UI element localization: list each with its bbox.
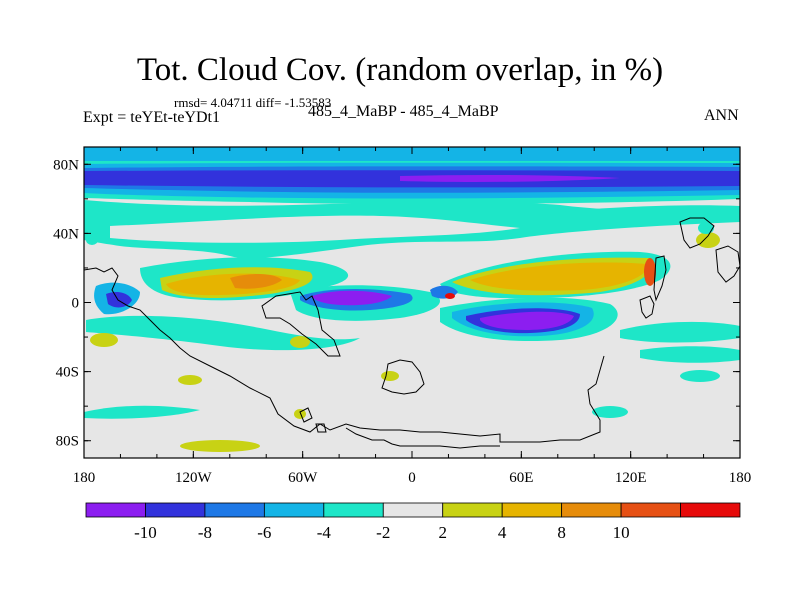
axes: 180 120W 60W 0 60E 120E 180 80N 40N 0 40S 80S	[53, 146, 752, 486]
x-tick-label: 60E	[509, 470, 533, 486]
colorbar-swatch	[85, 502, 146, 518]
island-outline-south-2	[299, 407, 313, 423]
stats-label: rmsd= 4.04711 diff= -1.53583	[174, 95, 332, 110]
patch-teal-ne	[698, 222, 714, 234]
field-layer	[84, 147, 740, 458]
island-outline-east-2	[653, 255, 667, 302]
band-purple-high	[400, 174, 620, 182]
island-outline-east	[639, 295, 655, 319]
colorbar-label: 2	[438, 523, 447, 542]
patch-yellow-ne	[696, 232, 720, 248]
band-teal-south-2	[620, 321, 740, 343]
x-tick-label: 120W	[175, 470, 213, 486]
colorbar-swatch	[680, 502, 741, 518]
patch-yellow-antarctic	[180, 440, 260, 452]
colorbar-label: 4	[498, 523, 507, 542]
colorbar-label: -8	[198, 523, 212, 542]
x-tick-label: 60W	[288, 470, 318, 486]
colorbar-label: -4	[317, 523, 332, 542]
gap-mid-1	[110, 215, 520, 243]
island-outline-far-east	[715, 245, 740, 283]
patch-yellow-small	[294, 409, 306, 419]
colorbar-swatch	[620, 502, 681, 518]
colorbar-label: 10	[613, 523, 630, 542]
chart-title: Tot. Cloud Cov. (random overlap, in %)	[136, 52, 664, 88]
x-tick-label: 180	[729, 470, 752, 486]
colorbar: -10 -8 -6 -4 -2 2 4 8 10	[85, 502, 741, 542]
patch-teal-se	[680, 370, 720, 382]
y-tick-label: 40N	[53, 226, 79, 242]
season-label: ANN	[704, 107, 739, 124]
colorbar-swatch	[501, 502, 563, 518]
band-teal-far-south	[84, 405, 200, 419]
x-tick-label: 180	[73, 470, 96, 486]
trop-purple-atl	[312, 290, 392, 306]
colorbar-label: -10	[134, 523, 157, 542]
island-outline-northeast	[679, 217, 715, 249]
coast-antarctic	[345, 427, 500, 449]
trop-darkorange-pacific	[230, 274, 282, 289]
experiment-label: Expt = teYEt-teYDt1	[83, 109, 220, 126]
colorbar-swatch	[382, 502, 444, 518]
y-tick-label: 40S	[56, 365, 79, 381]
colorbar-label: -2	[376, 523, 390, 542]
patch-blue-wpac	[106, 292, 132, 308]
island-outline-south-3	[315, 423, 327, 433]
band-teal-south-3	[640, 346, 740, 363]
patch-yellow-s3	[178, 375, 202, 385]
y-tick-label: 80S	[56, 434, 79, 450]
band-teal-mid-2	[560, 205, 740, 217]
plot-area	[84, 147, 740, 458]
colorbar-swatch	[561, 502, 622, 518]
patch-yellow-sw	[90, 333, 118, 347]
patch-red-africa	[445, 293, 455, 299]
colorbar-label: 8	[557, 523, 566, 542]
island-outline-south	[381, 359, 425, 395]
colorbar-label: -6	[257, 523, 271, 542]
trop-purple-io	[480, 311, 574, 330]
colorbar-swatch	[323, 502, 384, 518]
trop-orange-indian	[470, 262, 649, 291]
colorbar-swatch	[204, 502, 265, 518]
cases-label: 485_4_MaBP - 485_4_MaBP	[308, 103, 499, 120]
x-tick-label: 0	[408, 470, 416, 486]
patch-yellow-s	[290, 336, 310, 348]
x-tick-label: 120E	[615, 470, 647, 486]
patch-teal-far-se	[592, 406, 628, 418]
colorbar-swatch	[442, 502, 503, 518]
colorbar-swatch	[145, 502, 206, 518]
patch-red-e	[644, 258, 656, 286]
y-tick-label: 0	[72, 296, 80, 312]
patch-yellow-s2	[381, 371, 399, 381]
patch-teal-nw	[86, 235, 98, 245]
y-tick-label: 80N	[53, 157, 79, 173]
continent-outline-south-america	[261, 291, 341, 357]
colorbar-swatch	[263, 502, 325, 518]
